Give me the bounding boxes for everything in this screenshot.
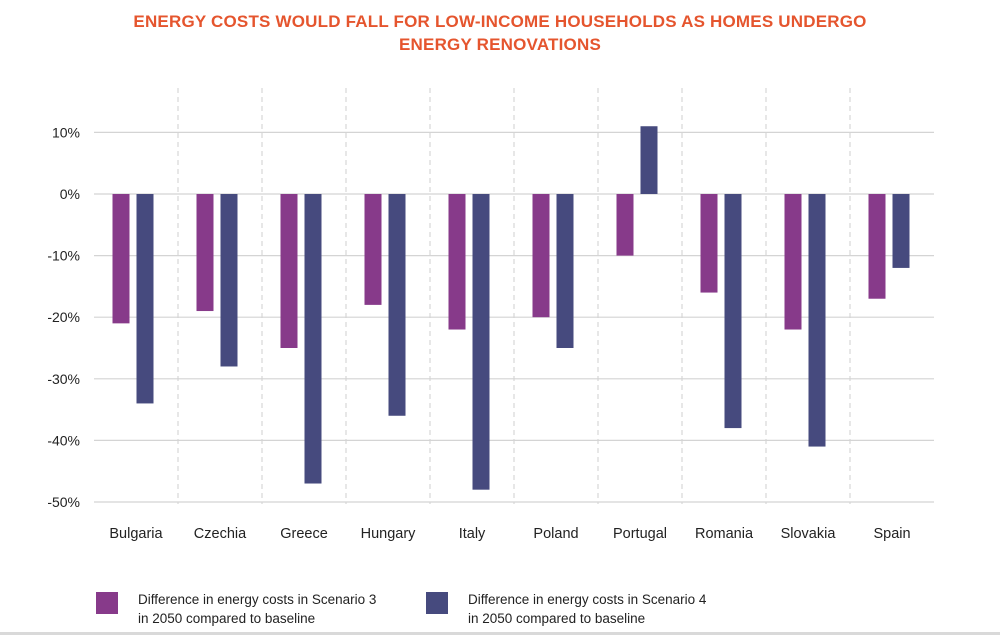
bar-scenario-4-poland [556,194,574,348]
legend-swatch-scenario-4 [426,592,448,614]
legend-label-scenario-3-line-2: in 2050 compared to baseline [138,611,316,626]
bar-scenario-4-romania [724,194,742,429]
grid-layer [94,88,934,504]
x-tick-label: Slovakia [781,526,837,542]
y-tick-label: -40% [47,432,80,448]
x-tick-label: Spain [873,526,910,542]
bar-scenario-3-greece [280,194,298,348]
y-tick-label: 0% [60,186,80,202]
legend-label-scenario-4-line-2: in 2050 compared to baseline [468,611,646,626]
bar-scenario-3-italy [448,194,466,330]
bar-scenario-4-slovakia [808,194,826,447]
bar-scenario-4-greece [304,194,322,484]
x-tick-label: Portugal [613,526,667,542]
bar-scenario-3-spain [868,194,886,299]
bar-scenario-3-bulgaria [112,194,130,324]
bar-scenario-4-portugal [640,126,658,194]
x-tick-label: Italy [459,526,486,542]
bar-scenario-4-hungary [388,194,406,416]
legend-item-scenario-3: Difference in energy costs in Scenario 3… [96,590,376,628]
x-tick-label: Bulgaria [109,526,163,542]
legend-label-scenario-4: Difference in energy costs in Scenario 4… [468,590,706,628]
bar-scenario-3-slovakia [784,194,802,330]
bar-scenario-3-poland [532,194,550,318]
chart-title-line-2: ENERGY RENOVATIONS [399,35,601,54]
labels-layer: 10% 0% -10% -20% -30% -40% -50% Bulgaria Czechia… [47,124,910,542]
bar-scenario-3-hungary [364,194,382,305]
bar-scenario-3-romania [700,194,718,293]
x-tick-label: Poland [533,526,578,542]
bar-scenario-4-spain [892,194,910,268]
x-tick-label: Greece [280,526,328,542]
bar-scenario-4-italy [472,194,490,490]
y-tick-label: -10% [47,248,80,264]
x-tick-label: Hungary [361,526,417,542]
legend-label-scenario-3: Difference in energy costs in Scenario 3… [138,590,376,628]
chart-legend: Difference in energy costs in Scenario 3… [0,590,1000,635]
bar-scenario-4-czechia [220,194,238,367]
legend-label-scenario-4-line-1: Difference in energy costs in Scenario 4 [468,592,707,607]
x-tick-label: Czechia [194,526,247,542]
chart-title-line-1: ENERGY COSTS WOULD FALL FOR LOW-INCOME H… [133,12,867,31]
bar-scenario-4-bulgaria [136,194,154,404]
chart-title: ENERGY COSTS WOULD FALL FOR LOW-INCOME H… [0,10,1000,56]
bars-layer [112,126,910,490]
y-tick-label: 10% [52,124,80,140]
x-tick-label: Romania [695,526,754,542]
bar-chart: 10% 0% -10% -20% -30% -40% -50% Bulgaria Czechia… [47,88,934,542]
bottom-divider [0,632,1000,635]
y-tick-label: -50% [47,494,80,510]
y-tick-label: -30% [47,371,80,387]
legend-swatch-scenario-3 [96,592,118,614]
legend-item-scenario-4: Difference in energy costs in Scenario 4… [426,590,706,628]
bar-scenario-3-czechia [196,194,214,312]
legend-label-scenario-3-line-1: Difference in energy costs in Scenario 3 [138,592,377,607]
bar-scenario-3-portugal [616,194,634,256]
y-tick-label: -20% [47,309,80,325]
